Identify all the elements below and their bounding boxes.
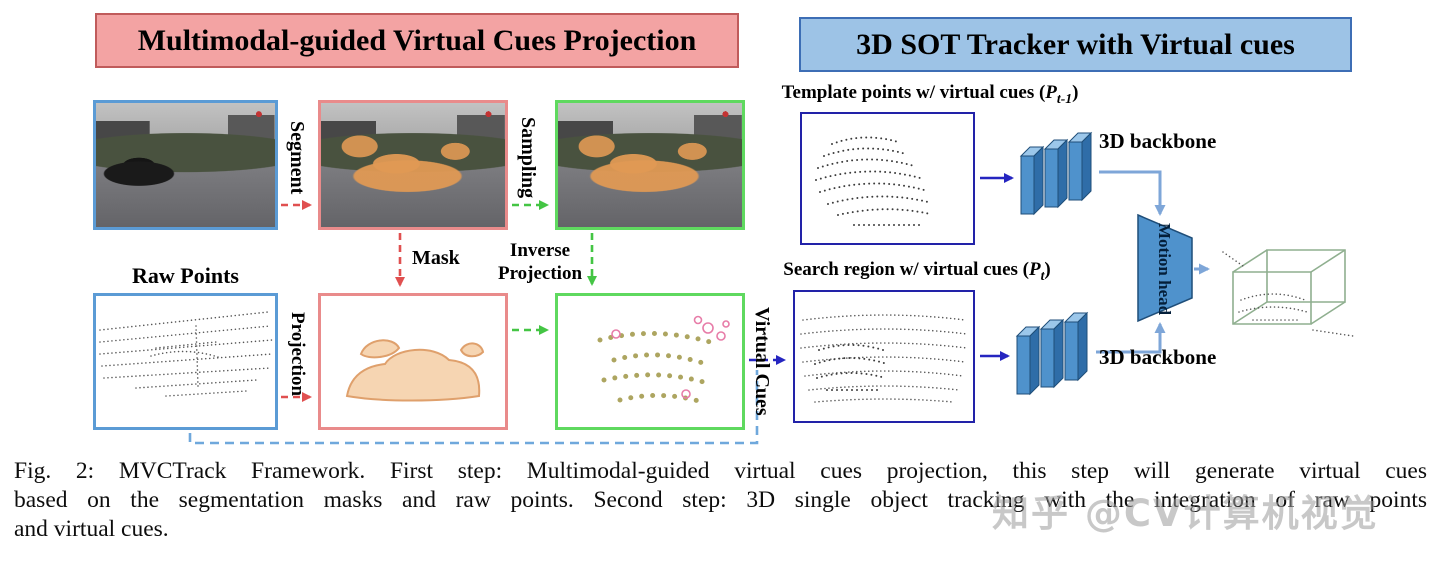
camera-image-segmented	[318, 100, 508, 230]
virtual-cue-points	[597, 315, 730, 405]
search-region-point-cloud	[800, 314, 968, 403]
right-tracker-title: 3D SOT Tracker with Virtual cues	[799, 17, 1352, 72]
search-label-var: P	[1029, 259, 1041, 280]
backbone-top-label: 3D backbone	[1099, 129, 1217, 153]
template-label-var: P	[1045, 82, 1057, 103]
template-point-cloud	[815, 136, 931, 226]
search-region-label: Search region w/ virtual cues (Pt)	[752, 259, 1082, 284]
template-points-box	[800, 112, 975, 245]
zhihu-watermark: 知乎 @CV计算机视觉	[992, 492, 1379, 535]
camera-image-raw	[93, 100, 278, 230]
sampling-label: Sampling	[517, 117, 539, 199]
segment-label: Segment	[286, 121, 308, 195]
motion-head-label: Motion head	[1155, 222, 1174, 316]
figure-caption: Fig. 2: MVCTrack Framework. First step: …	[14, 457, 1427, 544]
car-mask-shape	[345, 339, 485, 402]
segmentation-mask-box	[318, 293, 508, 430]
raw-points-box	[93, 293, 278, 430]
template-points-label: Template points w/ virtual cues (Pt-1)	[752, 82, 1108, 107]
backbone-top-to-motion-arrow	[1099, 170, 1166, 216]
tracking-result-graphic	[1222, 249, 1354, 337]
search-region-box	[793, 290, 975, 423]
caption-line: based on the segmentation masks and raw …	[14, 487, 1427, 513]
backbone-blocks-bottom	[1015, 311, 1089, 396]
template-label-prefix: Template points w/ virtual cues (	[781, 82, 1046, 103]
street-scene-segmented	[321, 103, 505, 227]
virtual-cue-points-box	[555, 293, 745, 430]
street-scene-sampled	[558, 103, 742, 227]
virtual-cues-label: Virtual Cues	[751, 307, 773, 416]
backbone-bottom-label: 3D backbone	[1099, 345, 1217, 369]
template-label-suffix: )	[1072, 82, 1079, 103]
mask-label: Mask	[412, 247, 460, 269]
search-label-suffix: )	[1044, 259, 1051, 280]
motion-head-shape	[1137, 213, 1193, 323]
search-label-sub: t	[1040, 267, 1045, 283]
projection-label: Projection	[287, 311, 308, 397]
raw-points-label: Raw Points	[132, 263, 239, 288]
caption-line: and virtual cues.	[14, 516, 169, 542]
raw-points-cloud	[99, 311, 273, 397]
camera-image-sampled	[555, 100, 745, 230]
template-label-sub: t-1	[1056, 90, 1073, 106]
inverse-projection-label: Inverse Projection	[497, 240, 583, 284]
caption-line: Fig. 2: MVCTrack Framework. First step: …	[14, 458, 1427, 484]
left-pipeline-title: Multimodal-guided Virtual Cues Projectio…	[95, 13, 739, 68]
street-scene-photo	[96, 103, 275, 227]
search-label-prefix: Search region w/ virtual cues (	[783, 259, 1029, 280]
backbone-blocks-top	[1019, 131, 1093, 216]
